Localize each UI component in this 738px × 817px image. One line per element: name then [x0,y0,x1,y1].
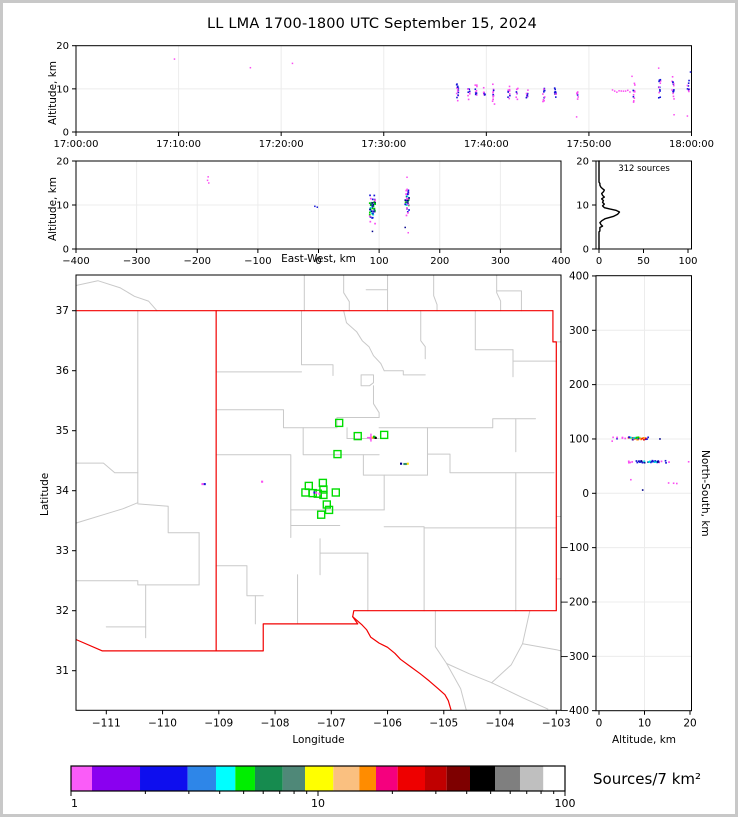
svg-text:10: 10 [638,718,651,730]
svg-text:0: 0 [583,245,589,256]
svg-text:0: 0 [596,718,603,730]
svg-text:−105: −105 [429,717,458,729]
ns-height-points [611,436,690,491]
svg-text:0: 0 [596,256,602,267]
svg-text:400: 400 [569,270,589,282]
svg-text:300: 300 [569,325,589,337]
svg-text:−111: −111 [92,717,121,729]
svg-text:32: 32 [56,605,69,617]
ns-height-panel: 0 10 20 400 300 200 100 0 −100 −200 −300 −400 [560,270,697,729]
svg-text:0: 0 [63,128,69,139]
svg-text:10: 10 [311,797,325,810]
svg-text:20: 20 [683,718,696,730]
svg-text:34: 34 [56,485,70,497]
svg-text:−103: −103 [542,717,571,729]
svg-text:31: 31 [56,665,69,677]
svg-text:−400: −400 [62,256,89,267]
svg-text:−108: −108 [261,717,290,729]
ew-panel-xlabel: East-West, km [281,253,356,265]
colorbar-label: Sources/7 km² [593,770,702,788]
svg-text:17:00:00: 17:00:00 [54,139,99,150]
svg-text:100: 100 [678,256,697,267]
svg-text:50: 50 [637,256,650,267]
colorbar: 1 10 100 [70,765,576,810]
time-panel-ylabel: Altitude, km [47,60,59,125]
svg-text:17:30:00: 17:30:00 [361,139,406,150]
svg-text:−106: −106 [373,717,402,729]
ew-panel-ylabel: Altitude, km [47,176,59,241]
svg-text:100: 100 [370,256,389,267]
ew-height-panel: −400 −300 −200 −100 0 100 200 300 400 0 10 20 [56,157,570,268]
svg-text:−300: −300 [560,651,589,663]
altitude-histogram-panel: 0 50 100 0 10 20 [576,157,697,268]
svg-text:20: 20 [576,157,589,168]
sources-count-annotation: 312 sources [618,164,670,174]
svg-text:−107: −107 [317,717,346,729]
svg-text:−100: −100 [244,256,271,267]
svg-text:−104: −104 [486,717,515,729]
time-height-points [173,58,692,118]
ew-height-points [206,176,410,234]
svg-text:17:20:00: 17:20:00 [259,139,304,150]
svg-text:17:40:00: 17:40:00 [464,139,509,150]
svg-text:−109: −109 [204,717,233,729]
svg-text:−300: −300 [123,256,150,267]
svg-text:400: 400 [551,256,570,267]
time-height-panel: 17:00:00 17:10:00 17:20:00 17:30:00 17:40:00… [54,41,714,150]
ns-panel-xlabel: Altitude, km [611,734,676,746]
svg-text:−200: −200 [560,596,589,608]
svg-text:20: 20 [56,41,69,52]
svg-text:200: 200 [569,379,589,391]
svg-text:0: 0 [315,256,321,267]
svg-text:−110: −110 [148,717,177,729]
svg-text:20: 20 [56,157,69,168]
svg-text:10: 10 [56,84,69,95]
svg-text:33: 33 [56,545,69,557]
svg-text:17:10:00: 17:10:00 [156,139,201,150]
svg-text:100: 100 [569,433,589,445]
svg-text:−200: −200 [184,256,211,267]
svg-text:200: 200 [430,256,449,267]
map-xlabel: Longitude [292,734,345,746]
svg-text:18:00:00: 18:00:00 [669,139,714,150]
svg-text:36: 36 [56,365,70,377]
svg-text:37: 37 [56,305,69,317]
map-panel: −111 −110 −109 −108 −107 −106 −105 −104 −103 31 32… [56,274,571,729]
lma-station-markers [301,418,389,519]
svg-text:0: 0 [582,488,589,500]
map-layers [76,275,561,711]
map-flash-points [201,433,409,495]
svg-text:17:50:00: 17:50:00 [566,139,611,150]
plot-canvas: 17:00:00 17:10:00 17:20:00 17:30:00 17:40:00… [54,41,714,810]
svg-text:−100: −100 [560,542,589,554]
svg-text:300: 300 [491,256,510,267]
svg-text:10: 10 [56,201,69,212]
ns-panel-ylabel: North-South, km [699,450,711,537]
svg-text:35: 35 [56,425,69,437]
figure-title: LL LMA 1700-1800 UTC September 15, 2024 [206,16,537,32]
svg-text:−400: −400 [560,705,589,717]
svg-text:0: 0 [63,245,69,256]
svg-text:1: 1 [71,797,78,810]
svg-text:100: 100 [555,797,576,810]
svg-text:10: 10 [576,201,589,212]
map-ylabel: Latitude [39,472,51,516]
